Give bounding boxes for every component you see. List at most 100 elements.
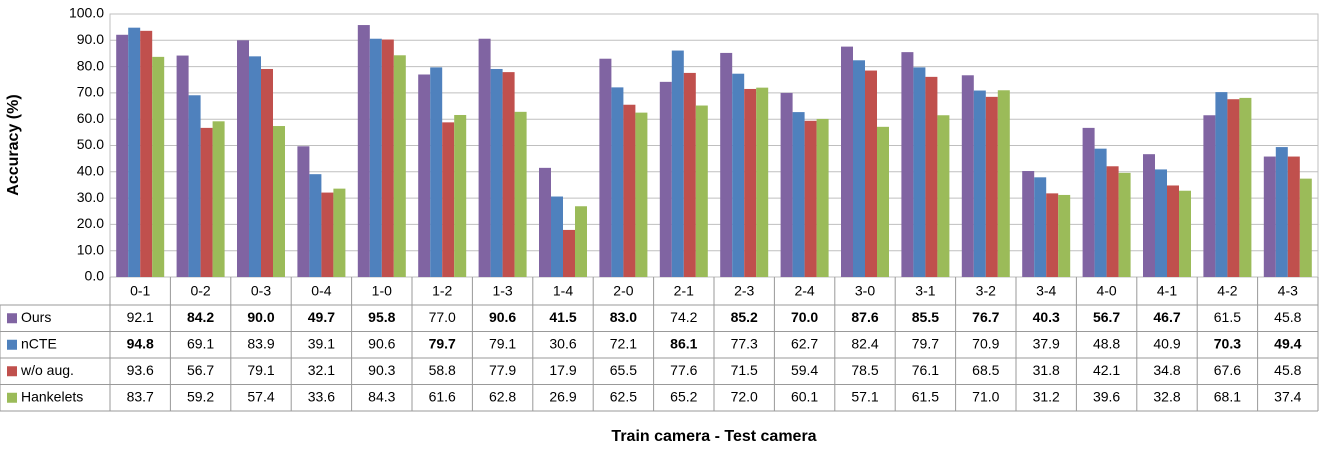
bar [237, 40, 249, 277]
table-cell: 34.8 [1153, 362, 1180, 378]
bar [442, 122, 455, 277]
bar [140, 30, 153, 277]
y-tick-label: 30.0 [77, 189, 104, 205]
bar [659, 81, 672, 277]
bar [804, 120, 817, 277]
table-cell: 58.8 [429, 362, 456, 378]
bar [563, 229, 575, 277]
bar [381, 39, 394, 277]
x-tick-label: 0-1 [130, 283, 150, 299]
bar [502, 72, 515, 277]
bar [732, 73, 745, 278]
bar [841, 46, 853, 277]
table-cell: 65.5 [610, 362, 637, 378]
table-cell: 84.2 [187, 309, 214, 325]
bar [333, 188, 346, 277]
table-cell: 85.5 [912, 309, 939, 325]
bar [720, 52, 733, 278]
table-cell: 30.6 [549, 335, 576, 351]
bar [780, 92, 793, 278]
table-cell: 92.1 [127, 309, 154, 325]
bar [901, 52, 914, 278]
bar [1287, 156, 1300, 277]
bar [623, 104, 636, 277]
bar [816, 118, 829, 277]
legend-label: nCTE [21, 335, 57, 351]
table-cell: 77.3 [731, 335, 758, 351]
table-cell: 72.1 [610, 335, 637, 351]
bar [877, 126, 889, 278]
bar [1106, 166, 1119, 277]
bar [913, 67, 926, 277]
table-cell: 90.6 [489, 309, 516, 325]
bar [1022, 171, 1035, 277]
table-cell: 61.6 [429, 388, 456, 404]
table-cell: 83.9 [247, 335, 274, 351]
y-tick-label: 70.0 [77, 84, 104, 100]
x-tick-label: 0-3 [251, 283, 271, 299]
table-cell: 56.7 [1093, 309, 1120, 325]
table-cell: 39.6 [1093, 388, 1120, 404]
bar [744, 88, 757, 277]
legend-label: Hankelets [21, 388, 83, 404]
legend-label: Ours [21, 309, 51, 325]
bar [309, 174, 322, 277]
table-cell: 40.9 [1153, 335, 1180, 351]
bar [997, 90, 1010, 278]
legend-swatch [7, 366, 17, 377]
bar [1227, 99, 1240, 277]
table-cell: 70.9 [972, 335, 999, 351]
table-cell: 84.3 [368, 388, 395, 404]
table-cell: 31.2 [1033, 388, 1060, 404]
x-tick-label: 1-2 [432, 283, 452, 299]
table-cell: 79.1 [247, 362, 274, 378]
table-cell: 68.5 [972, 362, 999, 378]
table-cell: 82.4 [851, 335, 878, 351]
bar [1239, 97, 1252, 277]
bar [478, 38, 491, 277]
x-tick-label: 3-2 [976, 283, 996, 299]
table-cell: 49.4 [1274, 335, 1301, 351]
bar [1094, 148, 1107, 277]
table-cell: 32.1 [308, 362, 335, 378]
x-tick-label: 4-3 [1278, 283, 1298, 299]
x-tick-label: 3-0 [855, 283, 875, 299]
bar [539, 167, 551, 277]
bar [1167, 185, 1179, 277]
table-cell: 86.1 [670, 335, 697, 351]
y-tick-label: 20.0 [77, 215, 104, 231]
table-cell: 94.8 [127, 335, 154, 351]
bar [599, 58, 612, 278]
table-cell: 79.7 [912, 335, 939, 351]
table-cell: 83.0 [610, 309, 637, 325]
table-cell: 31.8 [1033, 362, 1060, 378]
table-cell: 61.5 [1214, 309, 1241, 325]
table-cell: 68.1 [1214, 388, 1241, 404]
bar [1143, 154, 1155, 277]
bar [200, 127, 213, 277]
bar [683, 72, 696, 277]
y-tick-label: 100.0 [69, 5, 104, 21]
table-cell: 71.5 [731, 362, 758, 378]
x-tick-label: 1-0 [372, 283, 392, 299]
bar [1058, 194, 1071, 277]
table-cell: 48.8 [1093, 335, 1120, 351]
table-cell: 37.9 [1033, 335, 1060, 351]
bar [1299, 178, 1312, 277]
table-cell: 95.8 [368, 309, 395, 325]
x-tick-label: 0-4 [311, 283, 331, 299]
bar [1155, 169, 1167, 277]
bar [671, 50, 684, 277]
bar [792, 112, 805, 277]
table-cell: 45.8 [1274, 309, 1301, 325]
legend-swatch [7, 339, 17, 350]
bar [357, 25, 370, 277]
table-cell: 85.2 [731, 309, 758, 325]
x-tick-label: 4-1 [1157, 283, 1177, 299]
table-cell: 56.7 [187, 362, 214, 378]
bar [1203, 115, 1216, 277]
bar [369, 38, 382, 277]
x-tick-label: 2-0 [613, 283, 633, 299]
table-cell: 83.7 [127, 388, 154, 404]
table-cell: 32.8 [1153, 388, 1180, 404]
